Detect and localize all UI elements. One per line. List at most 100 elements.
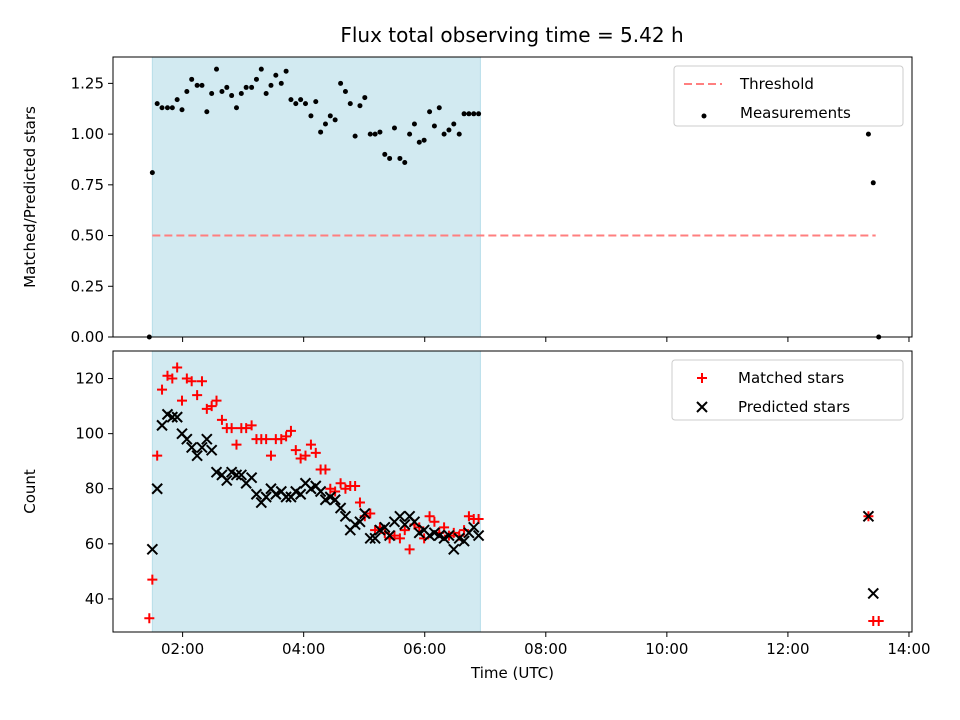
y-tick-label: 60 — [85, 535, 104, 553]
measurement-point — [865, 131, 871, 137]
measurement-point — [174, 97, 180, 103]
predicted-star-point — [408, 516, 421, 528]
matched-star-point — [226, 423, 237, 434]
shaded-span — [151, 350, 481, 633]
measurement-point — [456, 131, 462, 137]
predicted-star-point — [458, 535, 470, 547]
legend-matched-swatch — [697, 373, 707, 383]
measurement-point — [416, 139, 422, 145]
predicted-star-point — [151, 483, 163, 495]
predicted-star-point — [185, 441, 198, 454]
bottom-panel: 02:00 04:00 06:00 08:00 10:00 12:00 14:00 40 60 8… — [21, 350, 931, 682]
measurement-point — [347, 101, 353, 107]
matched-star-point — [300, 450, 311, 461]
predicted-star-point — [379, 521, 391, 534]
matched-star-point — [394, 533, 405, 544]
measurement-point — [149, 170, 155, 176]
y-tick-label: 0.75 — [71, 176, 104, 194]
measurement-point — [184, 88, 190, 94]
measurement-point — [427, 109, 433, 115]
measurement-point — [342, 88, 348, 94]
matched-star-point — [330, 486, 341, 497]
top-panel: 0.00 0.25 0.50 0.75 1.00 1.25 Matched/Predicte… — [21, 56, 913, 346]
matched-star-point — [172, 362, 183, 373]
measurement-point — [164, 105, 170, 111]
matched-star-point — [196, 376, 207, 387]
matched-star-point — [231, 439, 242, 450]
measurement-point — [258, 66, 264, 72]
predicted-star-point — [146, 543, 159, 556]
measurement-point — [253, 76, 259, 82]
predicted-star-point — [448, 543, 460, 556]
y-axis-label: Count — [21, 469, 39, 514]
x-tick-label: 10:00 — [645, 640, 688, 658]
x-tick-label: 12:00 — [766, 640, 809, 658]
measurement-point — [243, 84, 249, 90]
predicted-star-point — [205, 444, 218, 456]
matched-star-point — [281, 431, 292, 442]
matched-star-point — [211, 395, 222, 406]
matched-star-point — [192, 390, 203, 401]
measurement-point — [313, 99, 319, 105]
predicted-star-point — [250, 488, 263, 500]
predicted-star-point — [196, 441, 208, 454]
predicted-star-point — [221, 474, 233, 487]
measurement-point — [367, 131, 373, 137]
predicted-star-point — [339, 510, 352, 523]
predicted-star-point — [260, 491, 272, 503]
measurement-point — [441, 131, 447, 137]
measurement-point — [189, 76, 195, 82]
matched-star-point — [424, 511, 435, 522]
measurement-point — [391, 125, 397, 131]
predicted-star-point — [166, 411, 179, 423]
predicted-star-point — [156, 419, 168, 432]
y-tick-label: 80 — [85, 480, 104, 498]
measurement-point — [387, 155, 393, 161]
measurement-point — [169, 105, 175, 111]
matched-star-point — [354, 497, 365, 508]
predicted-star-point — [210, 466, 223, 478]
predicted-star-point — [181, 433, 193, 445]
matched-star-point — [261, 434, 272, 445]
predicted-star-point — [280, 491, 292, 503]
predicted-star-point — [329, 494, 341, 506]
y-tick-label: 40 — [85, 590, 104, 608]
measurement-point — [233, 105, 239, 111]
matched-star-point — [873, 615, 884, 626]
predicted-star-point — [245, 472, 258, 484]
matched-star-point — [320, 464, 331, 475]
x-tick-label: 02:00 — [161, 640, 204, 658]
y-tick-label: 120 — [75, 370, 104, 388]
matched-star-point — [350, 480, 361, 491]
y-tick-label: 1.25 — [71, 74, 104, 92]
predicted-star-point — [359, 507, 371, 520]
measurement-point — [397, 155, 403, 161]
legend-label: Measurements — [740, 104, 851, 122]
matched-star-point — [429, 516, 440, 527]
measurement-point — [318, 129, 324, 135]
measurement-point — [179, 107, 185, 113]
predicted-star-point — [171, 411, 183, 423]
measurement-point — [402, 160, 408, 166]
measurement-point — [199, 82, 205, 88]
matched-star-point — [157, 384, 168, 395]
matched-star-point — [365, 508, 376, 519]
matched-star-point — [389, 530, 400, 541]
predicted-star-point — [354, 516, 366, 528]
predicted-star-point — [472, 529, 485, 542]
measurement-point — [229, 93, 235, 99]
measurement-point — [308, 113, 314, 119]
matched-star-point — [206, 401, 217, 412]
measurement-point — [278, 80, 284, 86]
measurement-point — [214, 66, 220, 72]
shaded-span — [151, 56, 481, 338]
matched-star-point — [404, 544, 415, 555]
y-tick-label: 1.00 — [71, 125, 104, 143]
chart-title: Flux total observing time = 5.42 h — [340, 23, 683, 47]
predicted-star-point — [443, 529, 455, 542]
measurement-point — [411, 121, 417, 127]
matched-star-point — [305, 439, 316, 450]
predicted-star-point — [201, 433, 213, 445]
predicted-star-point — [270, 488, 282, 500]
measurement-point — [302, 101, 308, 107]
